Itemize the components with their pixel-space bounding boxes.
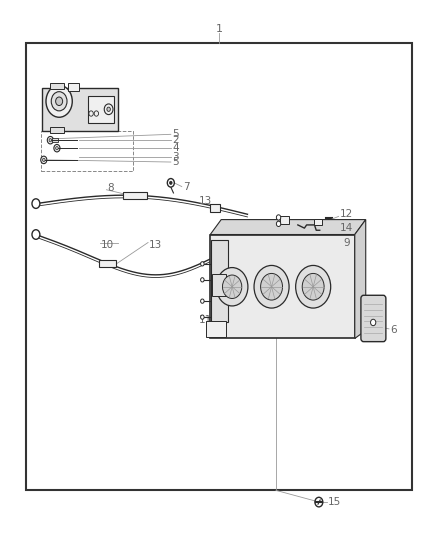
Circle shape: [315, 497, 323, 507]
Text: 1: 1: [215, 25, 223, 34]
Polygon shape: [210, 220, 366, 235]
Text: 15: 15: [328, 497, 341, 507]
Text: 2: 2: [172, 135, 179, 145]
Bar: [50, 83, 64, 89]
Bar: [210, 204, 220, 212]
Text: 5: 5: [172, 130, 179, 139]
Text: 9: 9: [344, 238, 350, 247]
Circle shape: [201, 278, 204, 282]
Circle shape: [302, 273, 324, 300]
Bar: [68, 83, 79, 91]
Circle shape: [167, 179, 174, 187]
Circle shape: [201, 299, 204, 303]
Bar: [123, 191, 147, 199]
Circle shape: [261, 273, 283, 300]
Bar: [26, 43, 412, 490]
Text: 8: 8: [107, 183, 114, 192]
Bar: [50, 127, 64, 133]
Bar: [314, 219, 322, 225]
Circle shape: [276, 221, 281, 227]
Circle shape: [94, 111, 99, 116]
Circle shape: [170, 181, 172, 184]
Circle shape: [107, 107, 110, 111]
Circle shape: [216, 268, 248, 306]
Circle shape: [56, 97, 63, 106]
Circle shape: [46, 85, 72, 117]
Circle shape: [276, 215, 281, 220]
Circle shape: [32, 230, 40, 239]
Text: 11: 11: [199, 315, 212, 325]
Bar: [52, 138, 58, 142]
Text: 13: 13: [149, 240, 162, 250]
Text: 13: 13: [199, 197, 212, 206]
Text: 6: 6: [390, 326, 396, 335]
Bar: [88, 96, 114, 123]
Text: 10: 10: [101, 240, 114, 250]
Text: 3: 3: [172, 152, 179, 161]
Polygon shape: [355, 220, 366, 338]
Circle shape: [51, 92, 67, 111]
Bar: [210, 235, 355, 338]
Bar: [211, 240, 228, 322]
Circle shape: [56, 147, 58, 150]
Text: 7: 7: [183, 182, 190, 191]
Circle shape: [41, 156, 47, 164]
Circle shape: [296, 265, 331, 308]
Bar: [280, 216, 289, 224]
Text: 4: 4: [172, 143, 179, 153]
Circle shape: [371, 319, 376, 326]
Circle shape: [254, 265, 289, 308]
Circle shape: [47, 136, 53, 144]
Circle shape: [201, 262, 204, 266]
Circle shape: [223, 275, 242, 298]
Bar: [41, 131, 133, 171]
Bar: [206, 321, 226, 337]
Circle shape: [49, 139, 52, 142]
Circle shape: [89, 111, 93, 116]
Text: 14: 14: [339, 223, 353, 233]
Circle shape: [104, 104, 113, 115]
Bar: [99, 260, 117, 267]
Circle shape: [32, 199, 40, 208]
Circle shape: [42, 158, 45, 161]
Bar: [212, 274, 226, 296]
FancyBboxPatch shape: [361, 295, 386, 342]
Bar: [42, 88, 118, 131]
Text: 12: 12: [339, 209, 353, 219]
Circle shape: [201, 315, 204, 319]
Text: 5: 5: [172, 157, 179, 167]
Circle shape: [54, 144, 60, 152]
